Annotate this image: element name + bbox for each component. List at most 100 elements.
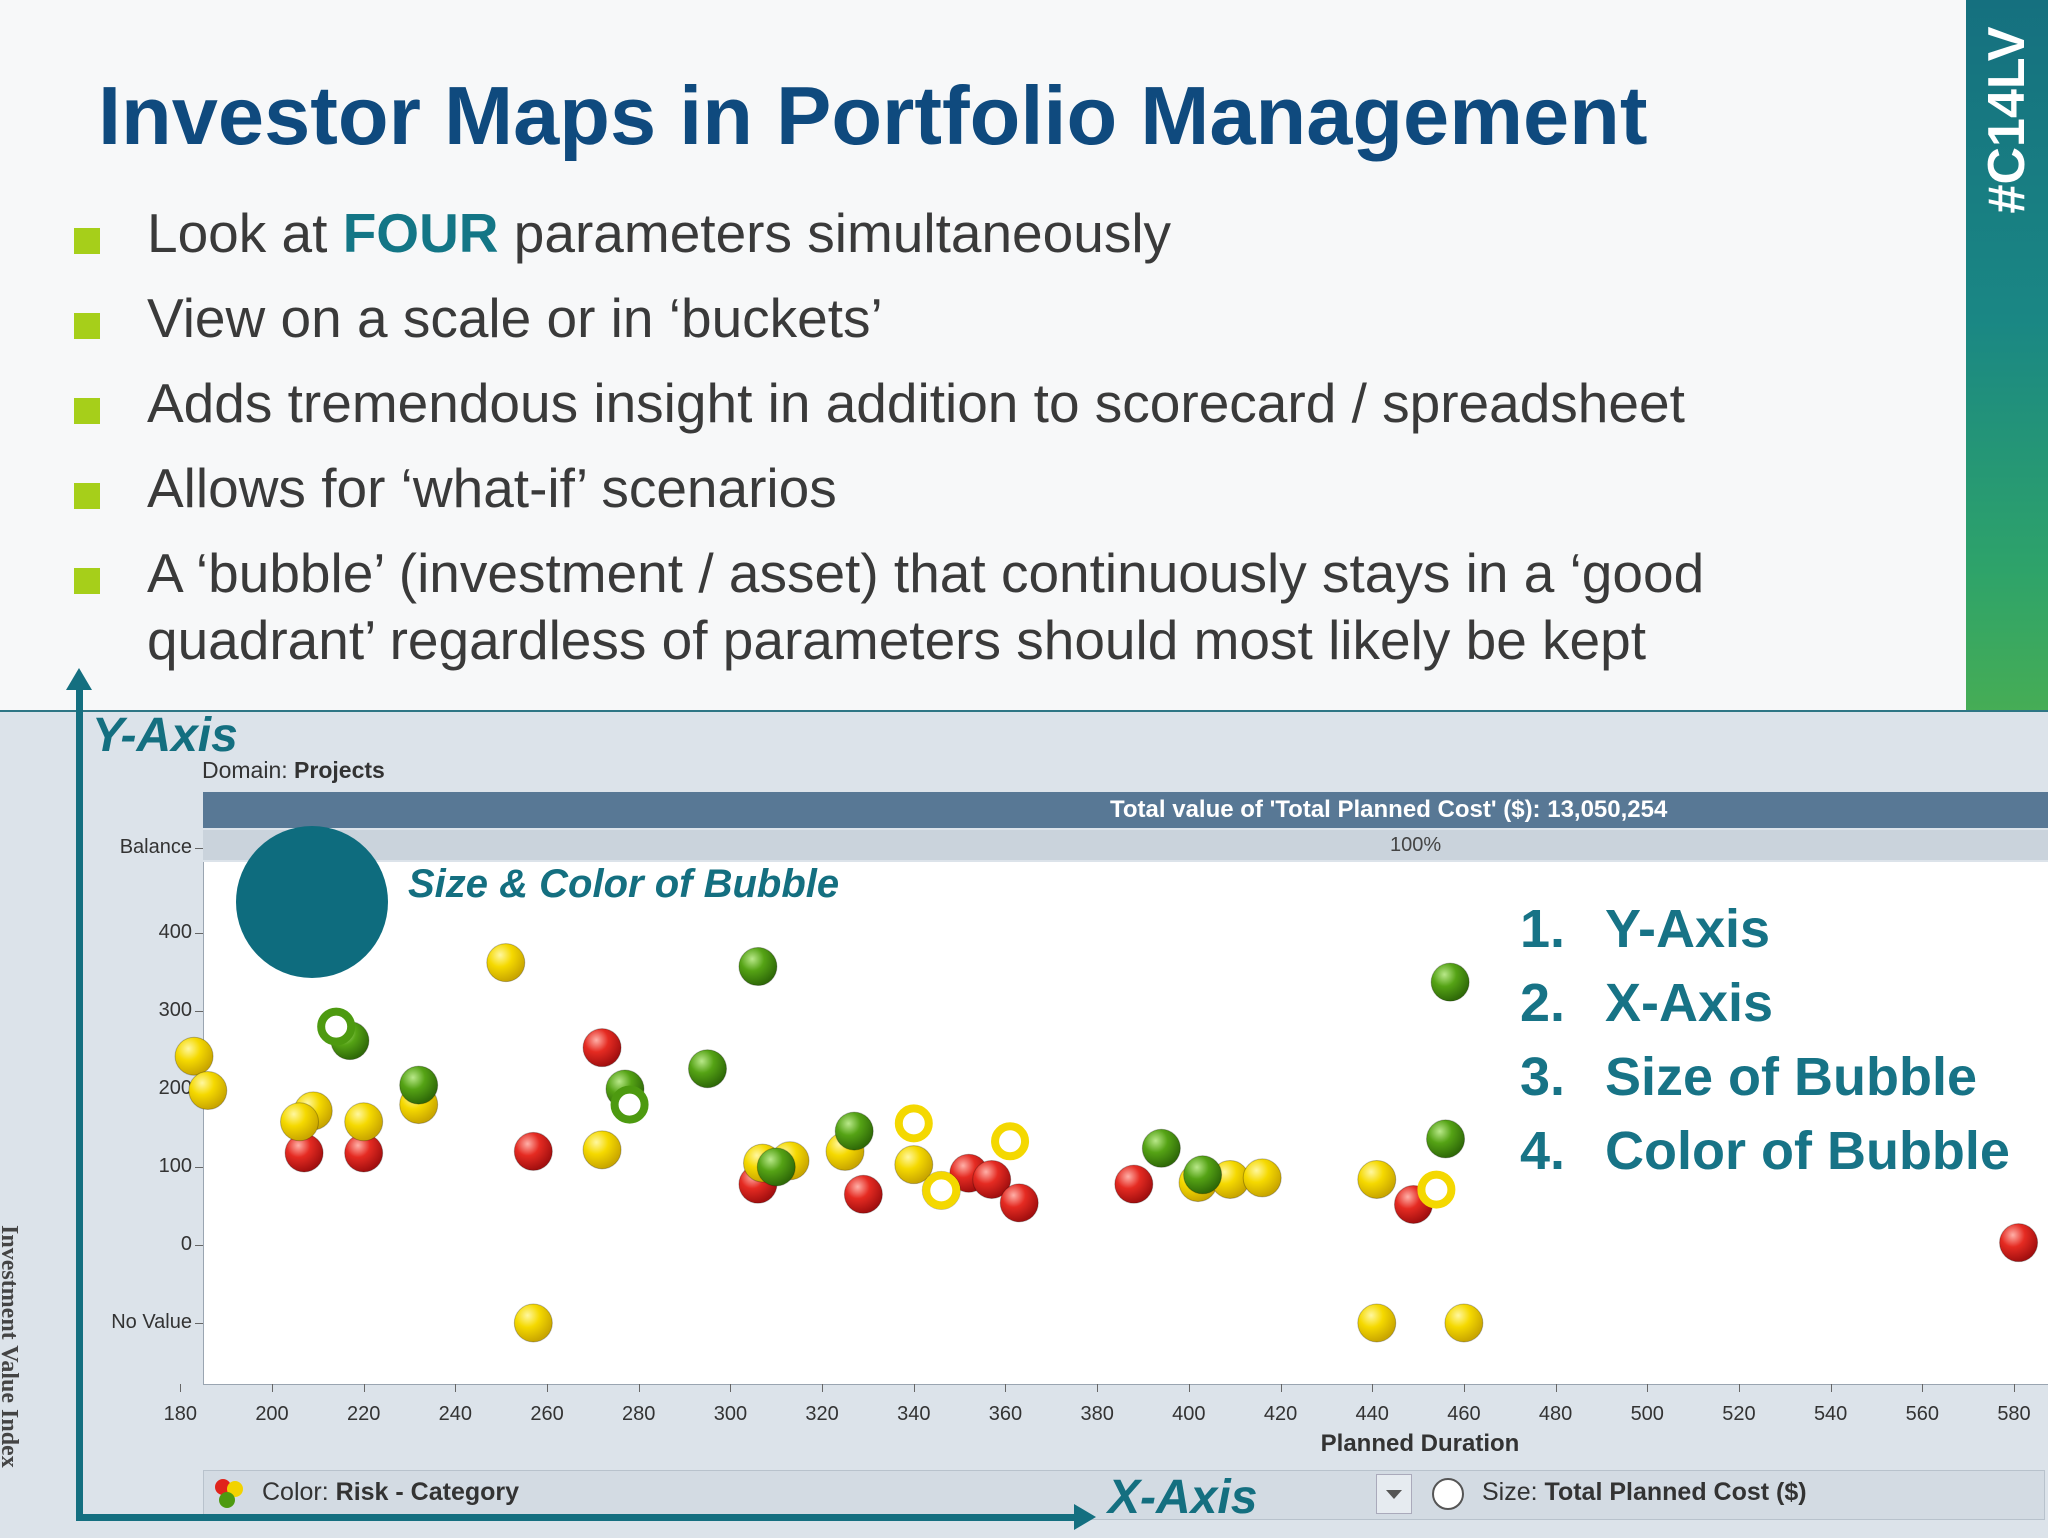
y-tick-mark [195, 1011, 203, 1012]
y-tick-label: 0 [180, 1233, 192, 1255]
bullet-square-icon [74, 313, 100, 339]
x-tick-mark [822, 1384, 824, 1392]
y-tick-mark [195, 933, 203, 934]
x-tick-label: 180 [163, 1403, 197, 1425]
parameter-item: 3. Size of Bubble [1520, 1040, 2040, 1114]
y-tick-mark [195, 848, 203, 849]
list-number: 2. [1520, 973, 1566, 1033]
slide-title: Investor Maps in Portfolio Management [98, 69, 1648, 162]
balance-bar [203, 830, 2048, 860]
bullet-item: Adds tremendous insight in addition to s… [70, 370, 1950, 437]
bullet-square-icon [74, 483, 100, 509]
x-tick-label: 440 [1355, 1403, 1389, 1425]
parameter-item: 4. Color of Bubble [1520, 1114, 2040, 1188]
bullet-item: Look at FOUR parameters simultaneously [70, 200, 1950, 267]
chevron-down-icon[interactable] [1376, 1474, 1412, 1514]
bullet-item: Allows for ‘what-if’ scenarios [70, 455, 1950, 522]
x-tick-label: 320 [805, 1403, 839, 1425]
y-axis-arrow [66, 668, 92, 1520]
x-tick-mark [547, 1384, 549, 1392]
footer-controls [203, 1470, 2045, 1520]
x-tick-label: 220 [346, 1403, 381, 1425]
list-text: X-Axis [1605, 973, 1774, 1033]
color-label: Color: [262, 1478, 329, 1506]
y-tick-mark [195, 1245, 203, 1246]
color-selector[interactable]: Color: Risk - Category [262, 1478, 519, 1507]
parameter-list: 1. Y-Axis 2. X-Axis 3. Size of Bubble 4. Col… [1520, 892, 2040, 1217]
bullet-text: Adds tremendous insight in addition to s… [147, 372, 1685, 434]
x-tick-mark [913, 1384, 915, 1392]
domain-value[interactable]: Projects [294, 757, 385, 783]
x-tick-label: 580 [1997, 1403, 2031, 1425]
bullet-text: View on a scale or in ‘buckets’ [147, 287, 883, 349]
list-number: 3. [1520, 1047, 1566, 1107]
x-tick-label: 480 [1538, 1403, 1573, 1425]
total-value-bar [203, 792, 2048, 828]
x-tick-mark [1922, 1384, 1924, 1392]
y-tick-mark [195, 1323, 203, 1324]
parameter-item: 1. Y-Axis [1520, 892, 2040, 966]
legend-bubble-icon [236, 826, 388, 978]
x-tick-label: 500 [1630, 1403, 1664, 1425]
x-tick-label: 200 [255, 1403, 289, 1425]
x-tick-label: 300 [713, 1403, 748, 1425]
bullet-highlight: FOUR [342, 202, 499, 264]
x-tick-mark [180, 1384, 182, 1392]
x-tick-mark [730, 1384, 732, 1392]
x-tick-label: 380 [1080, 1403, 1114, 1425]
x-tick-mark [638, 1384, 640, 1392]
x-tick-label: 280 [622, 1403, 656, 1425]
y-axis-title: Investment Value Index [0, 1225, 22, 1468]
domain-label: Domain: [202, 757, 288, 783]
y-tick-mark [195, 1089, 203, 1090]
y-tick-mark [195, 1167, 203, 1168]
x-tick-label: 360 [988, 1403, 1023, 1425]
y-tick-label: 300 [158, 999, 192, 1021]
bullet-text: parameters simultaneously [498, 202, 1172, 264]
y-tick-label: 200 [158, 1077, 192, 1099]
hashtag-label: #C14LV [1978, 26, 2036, 214]
hashtag-band: #C14LV [1966, 0, 2048, 712]
x-tick-mark [1647, 1384, 1649, 1392]
color-palette-icon [215, 1479, 243, 1508]
x-tick-mark [1738, 1384, 1740, 1392]
list-text: Y-Axis [1605, 899, 1771, 959]
color-value: Risk - Category [335, 1478, 520, 1506]
size-value: Total Planned Cost ($) [1544, 1478, 1807, 1506]
x-tick-mark [1097, 1384, 1099, 1392]
x-tick-label: 260 [530, 1403, 564, 1425]
y-tick-label: 400 [158, 921, 192, 943]
size-label: Size: [1482, 1478, 1538, 1506]
x-tick-label: 240 [438, 1403, 473, 1425]
bubble-callout: Size & Color of Bubble [408, 862, 840, 906]
x-tick-label: 540 [1813, 1403, 1848, 1425]
list-number: 4. [1520, 1121, 1566, 1181]
bullet-square-icon [74, 568, 100, 594]
y-tick-label: No Value [111, 1311, 192, 1333]
list-text: Color of Bubble [1605, 1121, 2010, 1181]
size-icon [1432, 1478, 1464, 1510]
x-axis-title: Planned Duration [1320, 1430, 1520, 1457]
bullet-square-icon [74, 228, 100, 254]
domain-line: Domain: Projects [202, 757, 385, 784]
x-axis-callout: X-Axis [1108, 1471, 1258, 1524]
x-tick-mark [1372, 1384, 1374, 1392]
bullet-text: Look at [147, 202, 343, 264]
x-tick-mark [1005, 1384, 1007, 1392]
x-axis-arrow [76, 1504, 1096, 1530]
y-tick-label: 100 [158, 1155, 192, 1177]
bullet-text: Allows for ‘what-if’ scenarios [147, 457, 837, 519]
x-tick-label: 420 [1263, 1403, 1298, 1425]
parameter-item: 2. X-Axis [1520, 966, 2040, 1040]
x-tick-label: 560 [1905, 1403, 1939, 1425]
size-selector[interactable]: Size: Total Planned Cost ($) [1482, 1478, 1807, 1507]
x-tick-label: 400 [1172, 1403, 1206, 1425]
bullet-text: A ‘bubble’ (investment / asset) that con… [147, 542, 1705, 671]
y-tick-label: Balance [119, 836, 192, 858]
balance-percent: 100% [1390, 834, 1442, 856]
bullet-item: A ‘bubble’ (investment / asset) that con… [70, 540, 1847, 674]
x-tick-mark [1463, 1384, 1465, 1392]
total-value-text: Total value of 'Total Planned Cost' ($):… [1110, 796, 1668, 823]
bullet-square-icon [74, 398, 100, 424]
x-tick-mark [1280, 1384, 1282, 1392]
